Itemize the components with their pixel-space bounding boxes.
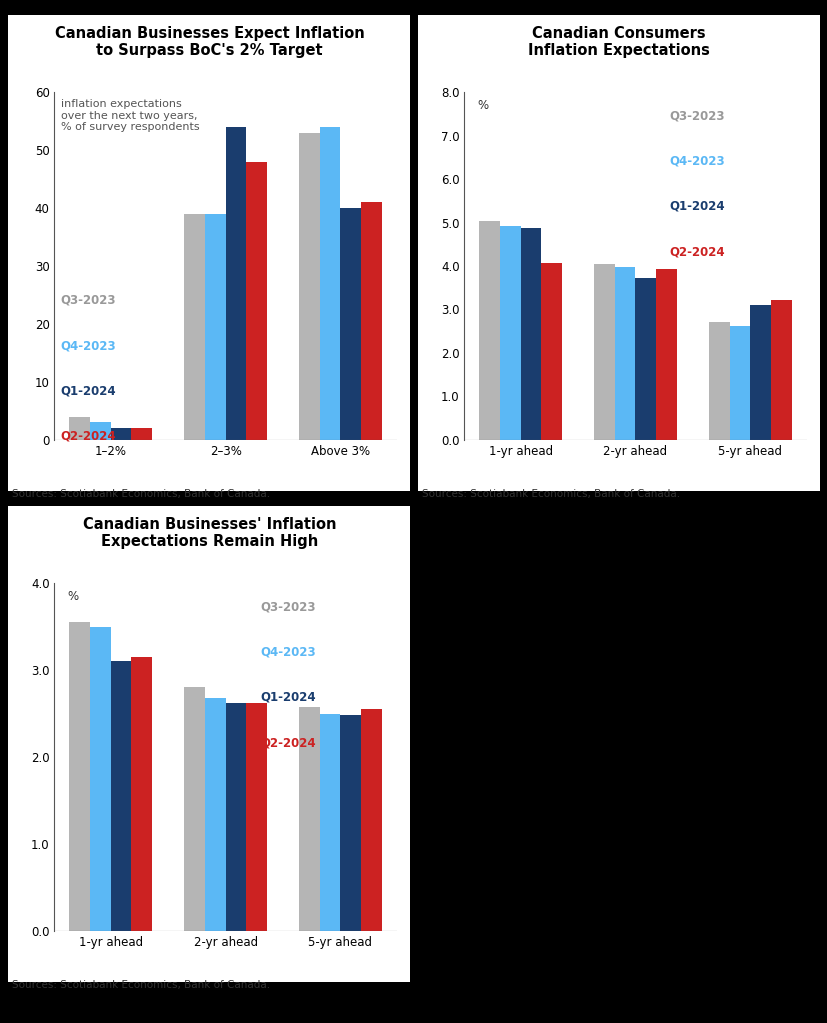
Bar [614, 267, 635, 440]
Bar [361, 709, 381, 931]
Text: %: % [68, 590, 79, 604]
Bar [90, 627, 111, 931]
Bar [111, 661, 131, 931]
Text: %: % [477, 99, 488, 113]
Bar [541, 263, 562, 440]
Bar [594, 264, 614, 440]
Bar [340, 208, 361, 440]
Bar [131, 657, 152, 931]
Bar [225, 127, 246, 440]
Text: inflation expectations
over the next two years,
% of survey respondents: inflation expectations over the next two… [60, 99, 199, 132]
Bar [299, 133, 319, 440]
Text: Sources: Scotiabank Economics, Bank of Canada.: Sources: Scotiabank Economics, Bank of C… [422, 489, 680, 499]
Bar [205, 214, 225, 440]
Text: Canadian Consumers
Inflation Expectations: Canadian Consumers Inflation Expectation… [527, 26, 709, 58]
Bar [225, 703, 246, 931]
Bar [749, 305, 770, 440]
Text: Q4-2023: Q4-2023 [260, 646, 315, 659]
Bar [184, 214, 205, 440]
Bar [361, 203, 381, 440]
Bar [131, 429, 152, 440]
Bar [500, 226, 520, 440]
Text: Sources: Scotiabank Economics, Bank of Canada.: Sources: Scotiabank Economics, Bank of C… [12, 980, 270, 990]
Text: Q4-2023: Q4-2023 [669, 154, 724, 168]
Bar [708, 321, 729, 440]
Text: Q2-2024: Q2-2024 [260, 737, 315, 749]
Text: Q1-2024: Q1-2024 [60, 385, 116, 397]
Text: Q1-2024: Q1-2024 [669, 199, 724, 213]
Bar [655, 269, 676, 440]
Bar [319, 714, 340, 931]
Bar [184, 687, 205, 931]
Bar [111, 429, 131, 440]
Text: Sources: Scotiabank Economics, Bank of Canada.: Sources: Scotiabank Economics, Bank of C… [12, 489, 270, 499]
Text: Q3-2023: Q3-2023 [669, 109, 724, 123]
Text: Q1-2024: Q1-2024 [260, 691, 315, 704]
Text: Canadian Businesses' Inflation
Expectations Remain High: Canadian Businesses' Inflation Expectati… [83, 517, 336, 549]
Bar [246, 162, 266, 440]
Bar [340, 715, 361, 931]
Bar [299, 707, 319, 931]
Bar [479, 221, 500, 440]
Text: Q3-2023: Q3-2023 [260, 601, 315, 614]
Bar [246, 703, 266, 931]
Bar [770, 300, 791, 440]
Text: Q4-2023: Q4-2023 [60, 339, 116, 352]
Bar [205, 698, 225, 931]
Bar [319, 127, 340, 440]
Text: Q2-2024: Q2-2024 [60, 430, 116, 443]
Bar [520, 228, 541, 440]
Text: Q2-2024: Q2-2024 [669, 246, 724, 258]
Bar [69, 622, 90, 931]
Text: Q3-2023: Q3-2023 [60, 294, 116, 307]
Text: Canadian Businesses Expect Inflation
to Surpass BoC's 2% Target: Canadian Businesses Expect Inflation to … [55, 26, 364, 58]
Bar [69, 416, 90, 440]
Bar [635, 278, 655, 440]
Bar [90, 422, 111, 440]
Bar [729, 326, 749, 440]
